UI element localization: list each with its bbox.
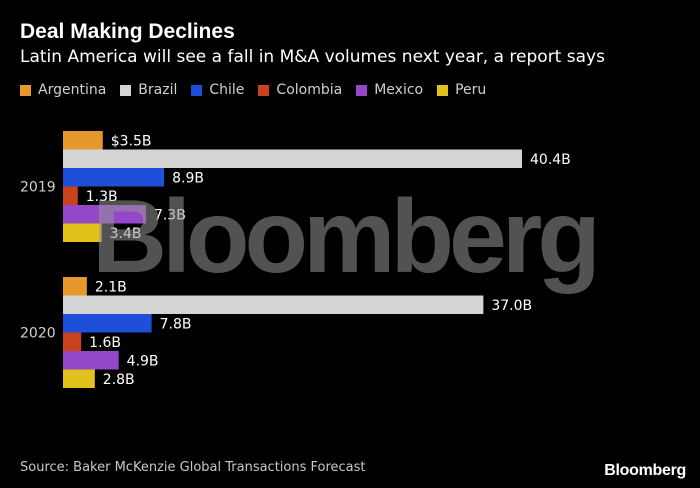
bar-mexico-2020 xyxy=(63,351,119,370)
legend-item-mexico: Mexico xyxy=(356,82,423,98)
legend-label: Brazil xyxy=(138,82,178,98)
y-axis-label-2019: 2019 xyxy=(20,180,56,196)
legend-swatch xyxy=(356,84,368,96)
bar-peru-2020 xyxy=(63,369,95,388)
legend-item-brazil: Brazil xyxy=(120,82,177,98)
data-label-argentina-2019: $3.5B xyxy=(111,133,152,149)
data-label-chile-2019: 8.9B xyxy=(172,170,204,186)
legend-swatch xyxy=(120,84,132,96)
bloomberg-logo: Bloomberg xyxy=(604,462,686,479)
legend-swatch xyxy=(20,84,31,96)
data-label-mexico-2019: 7.3B xyxy=(154,207,186,223)
legend: Argentina Brazil Chile Colombia Mexico Peru xyxy=(20,82,486,98)
chart-subtitle: Latin America will see a fall in M&A vol… xyxy=(20,47,605,67)
data-label-peru-2020: 2.8B xyxy=(103,372,135,388)
data-label-colombia-2020: 1.6B xyxy=(89,335,121,351)
bar-peru-2019 xyxy=(63,223,102,242)
bar-mexico-2019 xyxy=(63,205,146,224)
source-note: Source: Baker McKenzie Global Transactio… xyxy=(20,460,366,475)
bar-brazil-2020 xyxy=(63,295,484,314)
data-label-brazil-2019: 40.4B xyxy=(530,152,571,168)
data-label-colombia-2019: 1.3B xyxy=(86,189,118,205)
bar-colombia-2019 xyxy=(63,186,78,205)
data-label-argentina-2020: 2.1B xyxy=(95,279,127,295)
bar-colombia-2020 xyxy=(63,332,82,351)
bar-brazil-2019 xyxy=(63,149,522,168)
legend-item-peru: Peru xyxy=(437,82,486,98)
y-axis-label-2020: 2020 xyxy=(20,326,56,342)
bar-argentina-2020 xyxy=(63,277,87,296)
legend-swatch xyxy=(191,84,203,96)
bar-chile-2019 xyxy=(63,168,165,187)
legend-item-argentina: Argentina xyxy=(20,82,106,98)
data-label-chile-2020: 7.8B xyxy=(160,316,192,332)
bar-argentina-2019 xyxy=(63,131,103,150)
legend-label: Chile xyxy=(209,82,245,98)
data-label-brazil-2020: 37.0B xyxy=(491,298,532,314)
legend-item-chile: Chile xyxy=(191,82,244,98)
legend-item-colombia: Colombia xyxy=(258,82,342,98)
chart-title: Deal Making Declines xyxy=(20,20,235,43)
legend-label: Mexico xyxy=(374,82,424,98)
legend-swatch xyxy=(437,84,449,96)
legend-swatch xyxy=(258,84,270,96)
legend-label: Peru xyxy=(455,82,487,98)
data-label-peru-2019: 3.4B xyxy=(110,226,142,242)
legend-label: Argentina xyxy=(38,82,107,98)
bar-chile-2020 xyxy=(63,314,152,333)
data-label-mexico-2020: 4.9B xyxy=(127,353,159,369)
legend-label: Colombia xyxy=(276,82,343,98)
